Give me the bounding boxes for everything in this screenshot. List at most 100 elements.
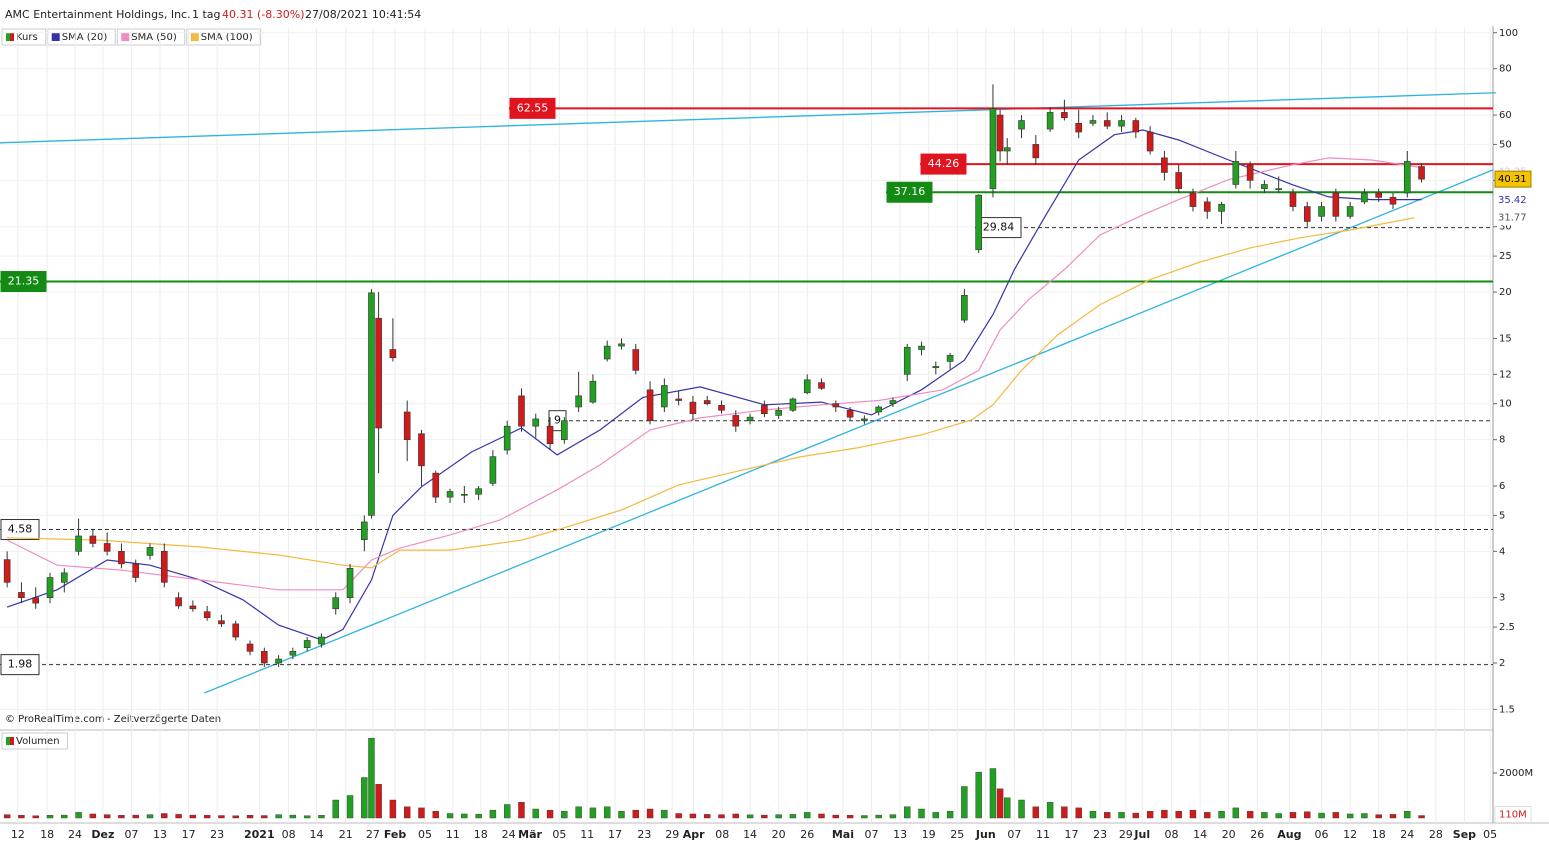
legend: Kurs SMA (20) SMA (50) SMA (100)	[1, 28, 262, 46]
x-tick-label: 24	[1400, 828, 1414, 841]
volume-bar	[918, 808, 925, 819]
candle-body	[1061, 112, 1068, 119]
volume-bar	[718, 814, 725, 819]
x-tick-label: 11	[1036, 828, 1050, 841]
volume-bar	[346, 795, 354, 819]
volume-bar	[1418, 815, 1425, 819]
candle-body	[289, 651, 297, 656]
candle-body	[1275, 188, 1282, 190]
x-tick-label: Apr	[683, 828, 705, 841]
legend-box	[116, 28, 186, 46]
volume-bar	[775, 814, 782, 819]
x-tick-label: 18	[474, 828, 488, 841]
price-label: 31.77	[1498, 212, 1527, 223]
volume-bar	[261, 815, 268, 819]
x-tick-label: 18	[40, 828, 54, 841]
volume-bar	[789, 814, 797, 819]
x-tick-label: 07	[124, 828, 138, 841]
x-tick-label: 27	[366, 828, 380, 841]
sma-line	[7, 217, 1415, 569]
volume-bar	[218, 815, 225, 819]
candle-body	[561, 420, 568, 440]
legend-box	[1, 28, 47, 46]
y-tick-label: 6	[1499, 481, 1505, 492]
y-tick-label: 8	[1499, 435, 1505, 446]
candle-body	[418, 433, 425, 467]
level-label-box	[0, 519, 40, 541]
volume-bar	[1118, 812, 1125, 819]
legend-swatch	[6, 33, 10, 41]
copyright: © ProRealTime.com	[5, 714, 105, 725]
legend-swatch	[10, 737, 14, 745]
candle-body	[32, 597, 40, 604]
volume-bar	[3, 814, 11, 819]
candle-body	[368, 292, 375, 516]
level-label-box	[920, 153, 967, 175]
volume-bar	[1232, 807, 1240, 819]
volume-bar	[389, 799, 397, 819]
volume-bar	[889, 814, 897, 819]
x-tick-label: 06	[1315, 828, 1329, 841]
volume-bar	[632, 809, 639, 819]
candle-body	[261, 651, 268, 664]
candle-body	[175, 597, 182, 607]
volume-bar	[1061, 806, 1068, 819]
x-tick-label: Feb	[384, 828, 407, 841]
candle-body	[203, 611, 211, 618]
volume-bar	[275, 814, 282, 819]
candle-body	[475, 488, 482, 495]
trendline	[0, 92, 1496, 144]
y-tick-label: 2000M	[1499, 768, 1533, 779]
legend-swatch	[121, 33, 130, 41]
candle-body	[446, 491, 454, 498]
candle-body	[846, 409, 854, 418]
candle-body	[118, 551, 125, 565]
y-tick-label: 60	[1499, 110, 1512, 121]
x-tick-label: 13	[153, 828, 167, 841]
candle-body	[1018, 120, 1025, 130]
volume-bar	[1075, 807, 1082, 819]
candle-body	[346, 568, 354, 598]
volume-bar	[368, 737, 375, 819]
candle-body	[1146, 131, 1154, 152]
candle-body	[1132, 120, 1140, 133]
x-tick-label: Jun	[975, 828, 996, 841]
candle-body	[703, 400, 711, 405]
level-label: 62.55	[517, 101, 549, 114]
candle-body	[518, 395, 525, 427]
candle-body	[318, 636, 325, 645]
x-tick-label: Aug	[1277, 828, 1301, 841]
volume-bar	[689, 813, 697, 819]
x-tick-label: 12	[11, 828, 25, 841]
volume-bar	[61, 814, 68, 819]
price-label-box	[1495, 209, 1531, 226]
volume-bar	[1389, 814, 1397, 819]
volume-bar	[1246, 811, 1254, 819]
x-tick-label: 14	[743, 828, 757, 841]
volume-bar	[432, 811, 439, 819]
volume-bar	[189, 814, 197, 819]
level-label: 29.84	[983, 221, 1015, 234]
candle-body	[889, 400, 897, 405]
volume-bar	[561, 811, 568, 819]
candle-body	[961, 295, 968, 321]
volume-bar	[46, 815, 54, 819]
candle-body	[946, 355, 954, 362]
volume-bar	[1046, 802, 1054, 819]
volume-bar	[461, 813, 468, 819]
candle-body	[60, 572, 68, 583]
candle-body	[1403, 161, 1411, 194]
candle-body	[603, 345, 611, 360]
candle-body	[1032, 144, 1040, 159]
y-tick-label: 2.5	[1499, 622, 1515, 633]
level-label: 4.58	[8, 523, 33, 536]
volume-bar	[861, 815, 868, 819]
candle-body	[861, 418, 868, 421]
candle-body	[932, 366, 940, 369]
level-label-box	[509, 97, 556, 119]
volume-bar	[661, 809, 668, 819]
legend-box	[47, 28, 116, 46]
x-tick-label: 07	[1007, 828, 1021, 841]
volume-bar	[1218, 811, 1225, 819]
